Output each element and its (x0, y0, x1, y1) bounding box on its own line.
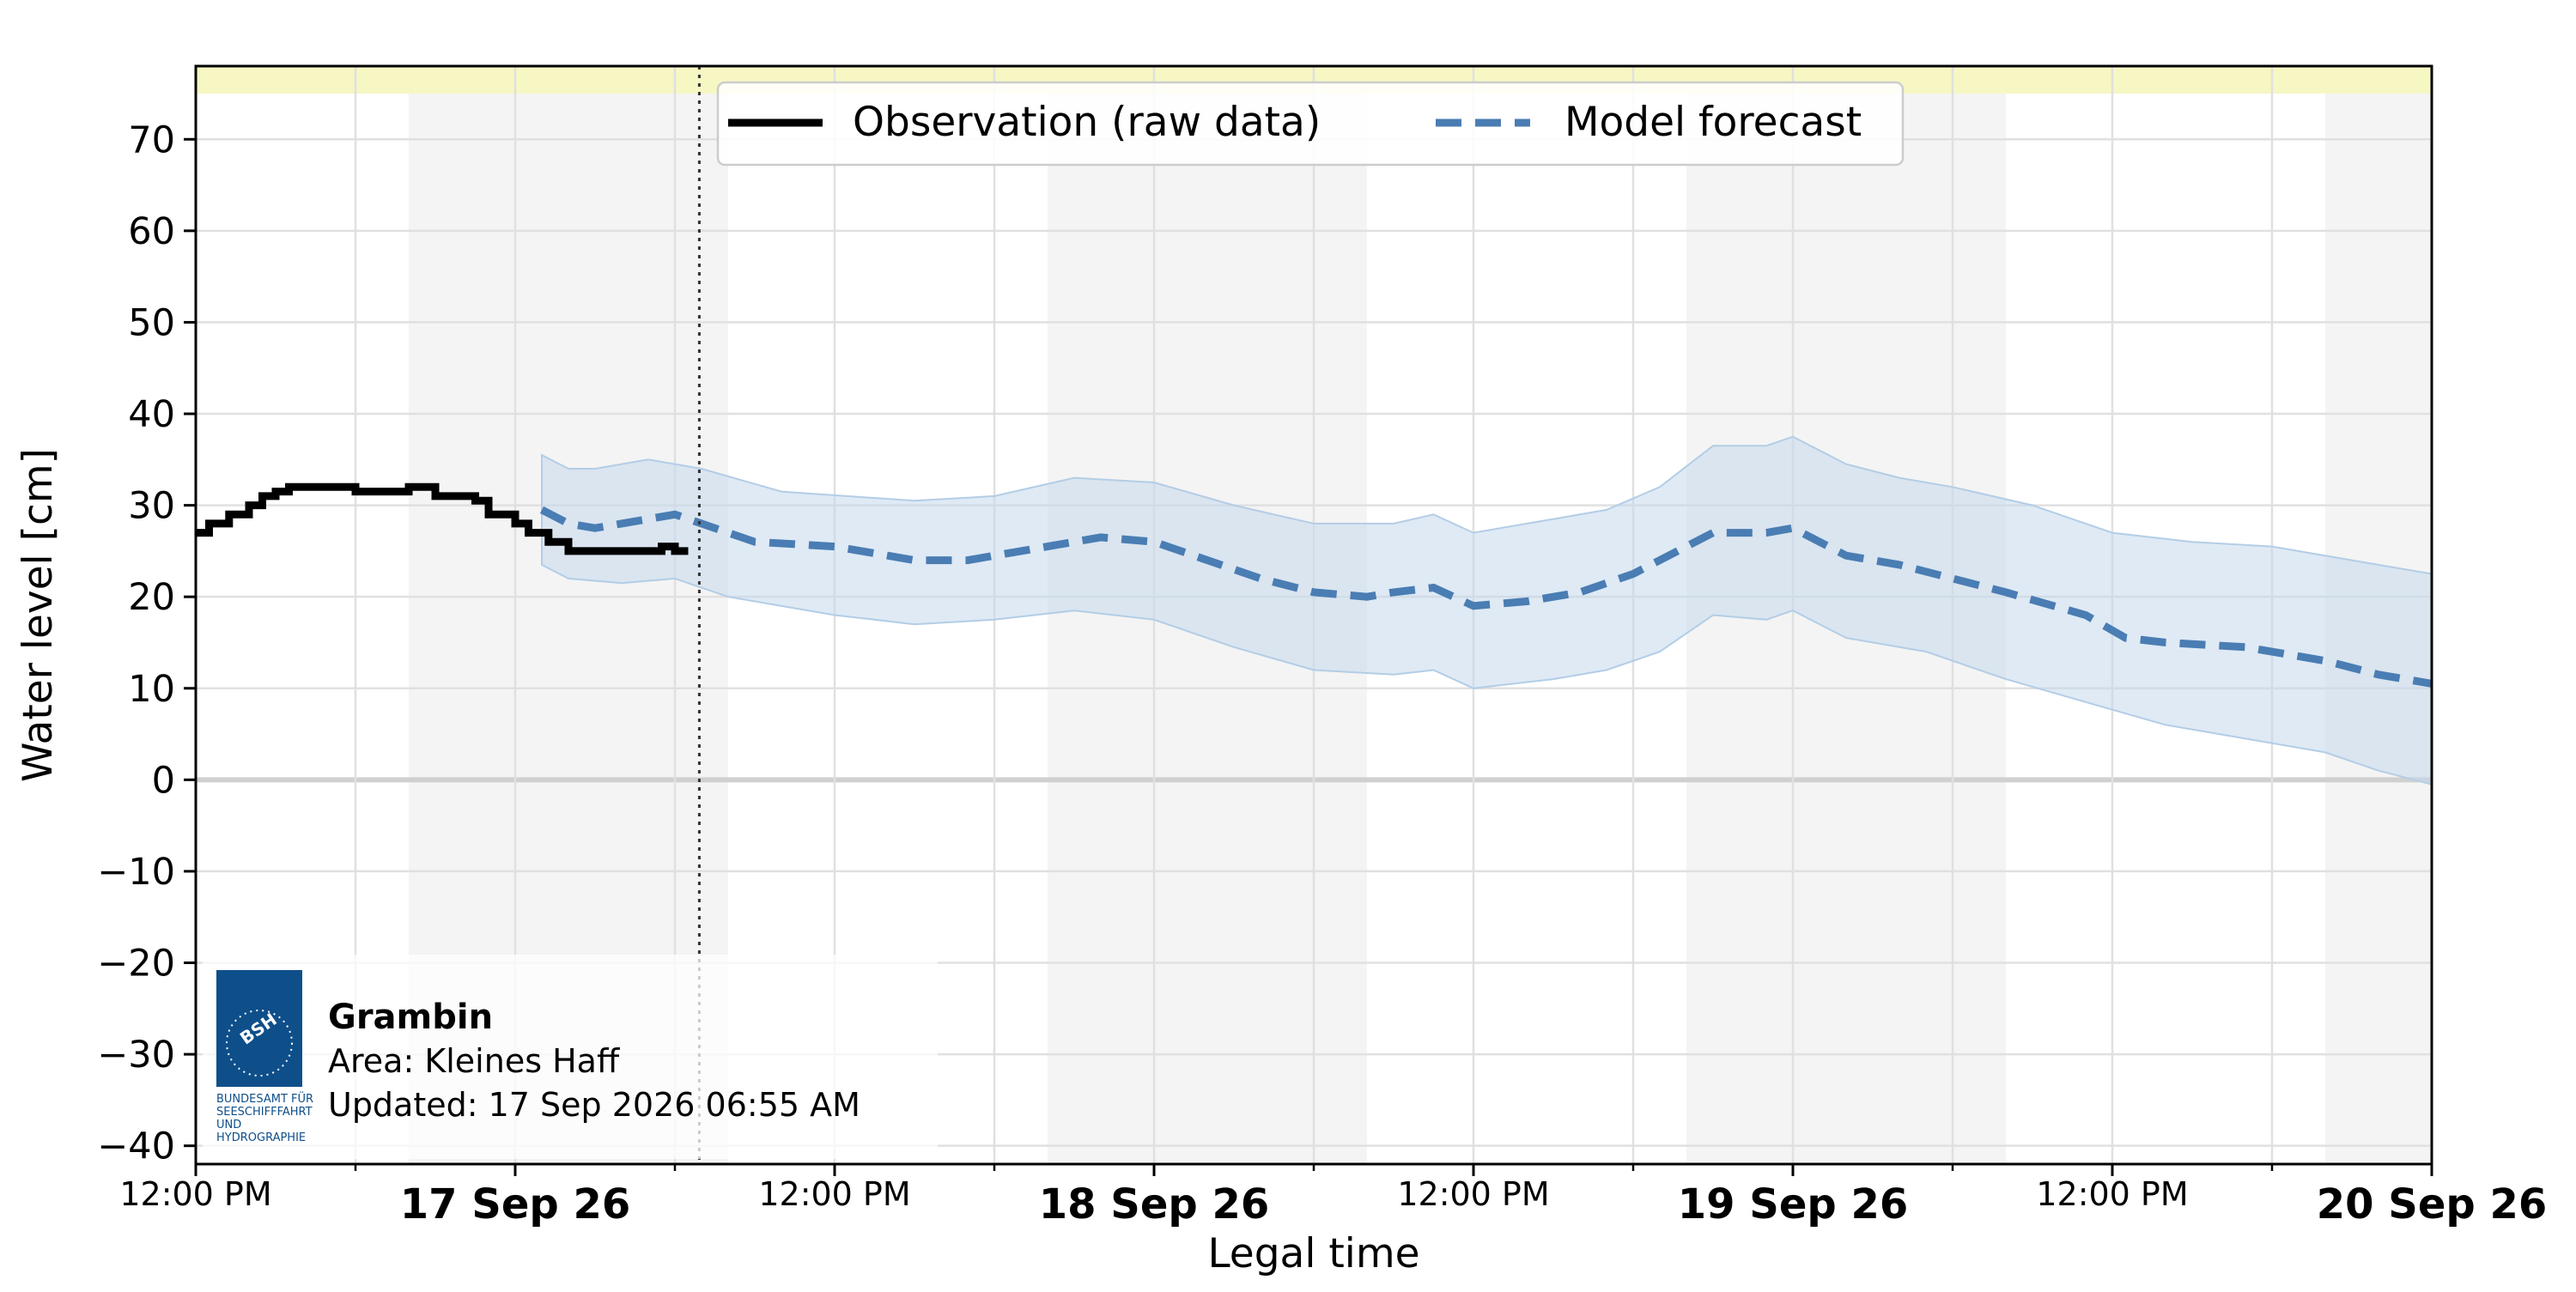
x-date-label: 19 Sep 26 (1678, 1180, 1909, 1228)
y-tick-label: 60 (128, 210, 175, 253)
y-tick-label: −10 (97, 851, 175, 894)
x-date-label: 20 Sep 26 (2317, 1180, 2548, 1228)
legend: Observation (raw data) Model forecast (716, 81, 1905, 167)
forecast-line (539, 506, 2433, 688)
info-box-background (203, 955, 938, 1159)
bsh-logo (216, 970, 302, 1087)
x-date-label: 18 Sep 26 (1039, 1180, 1270, 1228)
y-tick-label: 0 (152, 759, 175, 802)
y-tick-label: −30 (97, 1034, 175, 1077)
y-tick-label: −40 (97, 1125, 175, 1168)
station-name: Grambin (328, 998, 493, 1037)
logo-caption: BUNDESAMT FÜR (216, 1091, 313, 1106)
y-tick-label: 40 (128, 393, 175, 436)
station-area: Area: Kleines Haff (328, 1042, 620, 1080)
y-tick-label: 70 (128, 118, 175, 161)
y-tick-label: −20 (97, 943, 175, 986)
logo-caption: SEESCHIFFFAHRT (216, 1106, 313, 1119)
x-time-label: 12:00 PM (119, 1175, 271, 1213)
x-axis-label: Legal time (1207, 1230, 1419, 1277)
y-tick-label: 30 (128, 485, 175, 528)
y-axis-label: Water level [cm] (15, 448, 62, 782)
logo-caption: UND (216, 1119, 241, 1131)
x-time-label: 12:00 PM (758, 1175, 910, 1213)
y-tick-label: 10 (128, 668, 175, 711)
y-tick-label: 50 (128, 301, 175, 344)
y-tick-label: 20 (128, 576, 175, 619)
legend-observation-label: Observation (raw data) (853, 99, 1321, 146)
logo-ring (226, 1010, 293, 1077)
observation-line (196, 482, 689, 555)
logo-caption: HYDROGRAPHIE (216, 1131, 306, 1144)
updated-timestamp: Updated: 17 Sep 2026 06:55 AM (328, 1086, 860, 1124)
x-time-label: 12:00 PM (1397, 1175, 1549, 1213)
legend-forecast-label: Model forecast (1564, 99, 1862, 146)
x-date-label: 17 Sep 26 (400, 1180, 631, 1228)
x-time-label: 12:00 PM (2036, 1175, 2188, 1213)
legend-box (716, 81, 1905, 167)
